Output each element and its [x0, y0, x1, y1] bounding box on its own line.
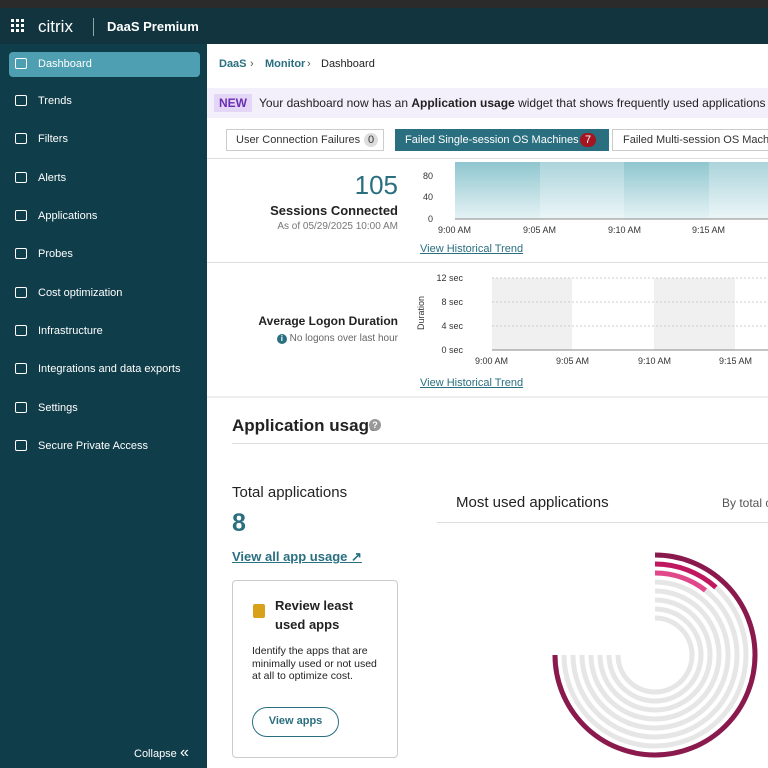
x-tick-label: 9:10 AM: [608, 225, 642, 235]
crumb[interactable]: Monitor: [265, 58, 306, 70]
sort-label: By total c: [722, 496, 768, 510]
nav-item[interactable]: Infrastructure: [9, 319, 200, 344]
tab-label: Failed Single-session OS Machines: [405, 134, 579, 146]
most-used-title: Most used applications: [456, 494, 609, 511]
collapse[interactable]: Collapse: [134, 748, 177, 760]
nav-item[interactable]: Trends: [9, 89, 200, 114]
browser-bar: [0, 0, 768, 8]
card-title: Review least used apps: [275, 598, 354, 632]
tab[interactable]: Failed Multi-session OS Machi: [612, 129, 768, 151]
nav-label: Settings: [38, 402, 78, 414]
help-icon[interactable]: ?: [369, 419, 381, 431]
tab-active[interactable]: Failed Single-session OS Machines 7: [395, 129, 609, 151]
nav-label: Probes: [38, 248, 73, 260]
ring: [654, 561, 718, 590]
nav-item[interactable]: Secure Private Access: [9, 434, 200, 459]
banner: NEW Your dashboard now has an Applicatio…: [207, 88, 768, 118]
tab-count: 7: [580, 133, 597, 147]
crumb: Dashboard: [321, 58, 375, 70]
card-text: Identify the apps that are minimally use…: [252, 645, 377, 682]
tab-count: 0: [364, 133, 379, 147]
view-all-link[interactable]: View all app usage ↗: [232, 549, 362, 564]
y-tick-label: 0 sec: [441, 345, 463, 355]
nav-item[interactable]: Probes: [9, 242, 200, 267]
nav-item[interactable]: Applications: [9, 204, 200, 229]
sessions-date: As of 05/29/2025 10:00 AM: [277, 221, 398, 232]
x-tick-label: 9:10 AM: [638, 356, 672, 366]
ring: [552, 552, 758, 758]
section-title: Application usage: [232, 416, 379, 435]
view-apps-button[interactable]: View apps: [252, 707, 339, 737]
card: Review least used apps Identify the apps…: [232, 580, 398, 758]
nav-item[interactable]: Integrations and data exports: [9, 357, 200, 382]
y-axis-label: Duration: [416, 295, 426, 330]
banner-text: Your dashboard now has an: [259, 96, 409, 110]
x-tick-label: 9:05 AM: [523, 225, 557, 235]
nav-item[interactable]: Cost optimization: [9, 281, 200, 306]
y-tick-label: 80: [422, 171, 433, 181]
x-tick-label: 9:00 AM: [475, 356, 509, 366]
nav-label: Infrastructure: [38, 325, 103, 337]
banner-highlight: Application usage: [411, 96, 515, 110]
nav-item[interactable]: Alerts: [9, 166, 200, 191]
sessions-chart: [455, 162, 768, 220]
collapse-icon[interactable]: «: [180, 744, 189, 761]
brand: citrix: [38, 17, 73, 36]
tab-label: User Connection Failures: [236, 134, 361, 146]
y-tick-label: 8 sec: [441, 297, 463, 307]
y-tick-label: 0: [427, 214, 433, 224]
nav-label: Integrations and data exports: [38, 363, 181, 375]
nav-label: Filters: [38, 133, 68, 145]
x-tick-label: 9:15 AM: [719, 356, 753, 366]
breadcrumb: DaaS › Monitor › Dashboard: [207, 44, 768, 84]
nav-item[interactable]: Dashboard: [9, 52, 200, 77]
nav-item[interactable]: Settings: [9, 396, 200, 421]
new-badge: NEW: [214, 94, 252, 112]
nav-label: Applications: [38, 210, 98, 222]
historical-link[interactable]: View Historical Trend: [420, 377, 524, 389]
ring: [606, 606, 704, 704]
divider: [93, 18, 94, 36]
x-tick-label: 9:00 AM: [438, 225, 472, 235]
apps-icon[interactable]: [11, 19, 25, 33]
nav-label: Alerts: [38, 172, 67, 184]
sessions-label: Sessions Connected: [270, 203, 398, 218]
tab-label: Failed Multi-session OS Machi: [623, 134, 768, 146]
x-tick-label: 9:15 AM: [692, 225, 726, 235]
historical-link[interactable]: View Historical Trend: [420, 243, 524, 255]
ring: [654, 570, 708, 593]
link-text: View all app usage: [232, 549, 348, 564]
sidebar: Dashboard Trends Filters Alerts Applications…: [0, 44, 207, 768]
nav-item[interactable]: Filters: [9, 127, 200, 152]
ring: [570, 570, 740, 740]
nav-label: Cost optimization: [38, 287, 123, 299]
sessions-value: 105: [354, 170, 398, 200]
radial-chart: [552, 552, 758, 758]
note-text: No logons over last hour: [289, 333, 398, 344]
logon-label: Average Logon Duration: [258, 314, 398, 328]
ring: [597, 597, 713, 713]
nav-label: Secure Private Access: [38, 440, 149, 452]
logon-chart: [492, 277, 768, 351]
total-value: 8: [232, 509, 246, 537]
y-tick-label: 40: [422, 192, 433, 202]
y-tick-label: 4 sec: [441, 321, 463, 331]
nav-label: Trends: [38, 95, 72, 107]
nav-label: Dashboard: [38, 58, 92, 70]
x-tick-label: 9:05 AM: [556, 356, 590, 366]
product: DaaS Premium: [107, 19, 199, 34]
crumb[interactable]: DaaS: [219, 58, 247, 70]
tab[interactable]: User Connection Failures 0: [226, 129, 384, 151]
top-header: citrix DaaS Premium: [0, 8, 768, 44]
ring: [588, 588, 722, 722]
y-tick-label: 12 sec: [436, 273, 463, 283]
total-label: Total applications: [232, 484, 348, 501]
ring: [615, 615, 695, 695]
ring: [579, 579, 731, 731]
banner-text: widget that shows frequently used applic…: [518, 96, 768, 110]
logon-note: i No logons over last hour: [276, 333, 398, 344]
